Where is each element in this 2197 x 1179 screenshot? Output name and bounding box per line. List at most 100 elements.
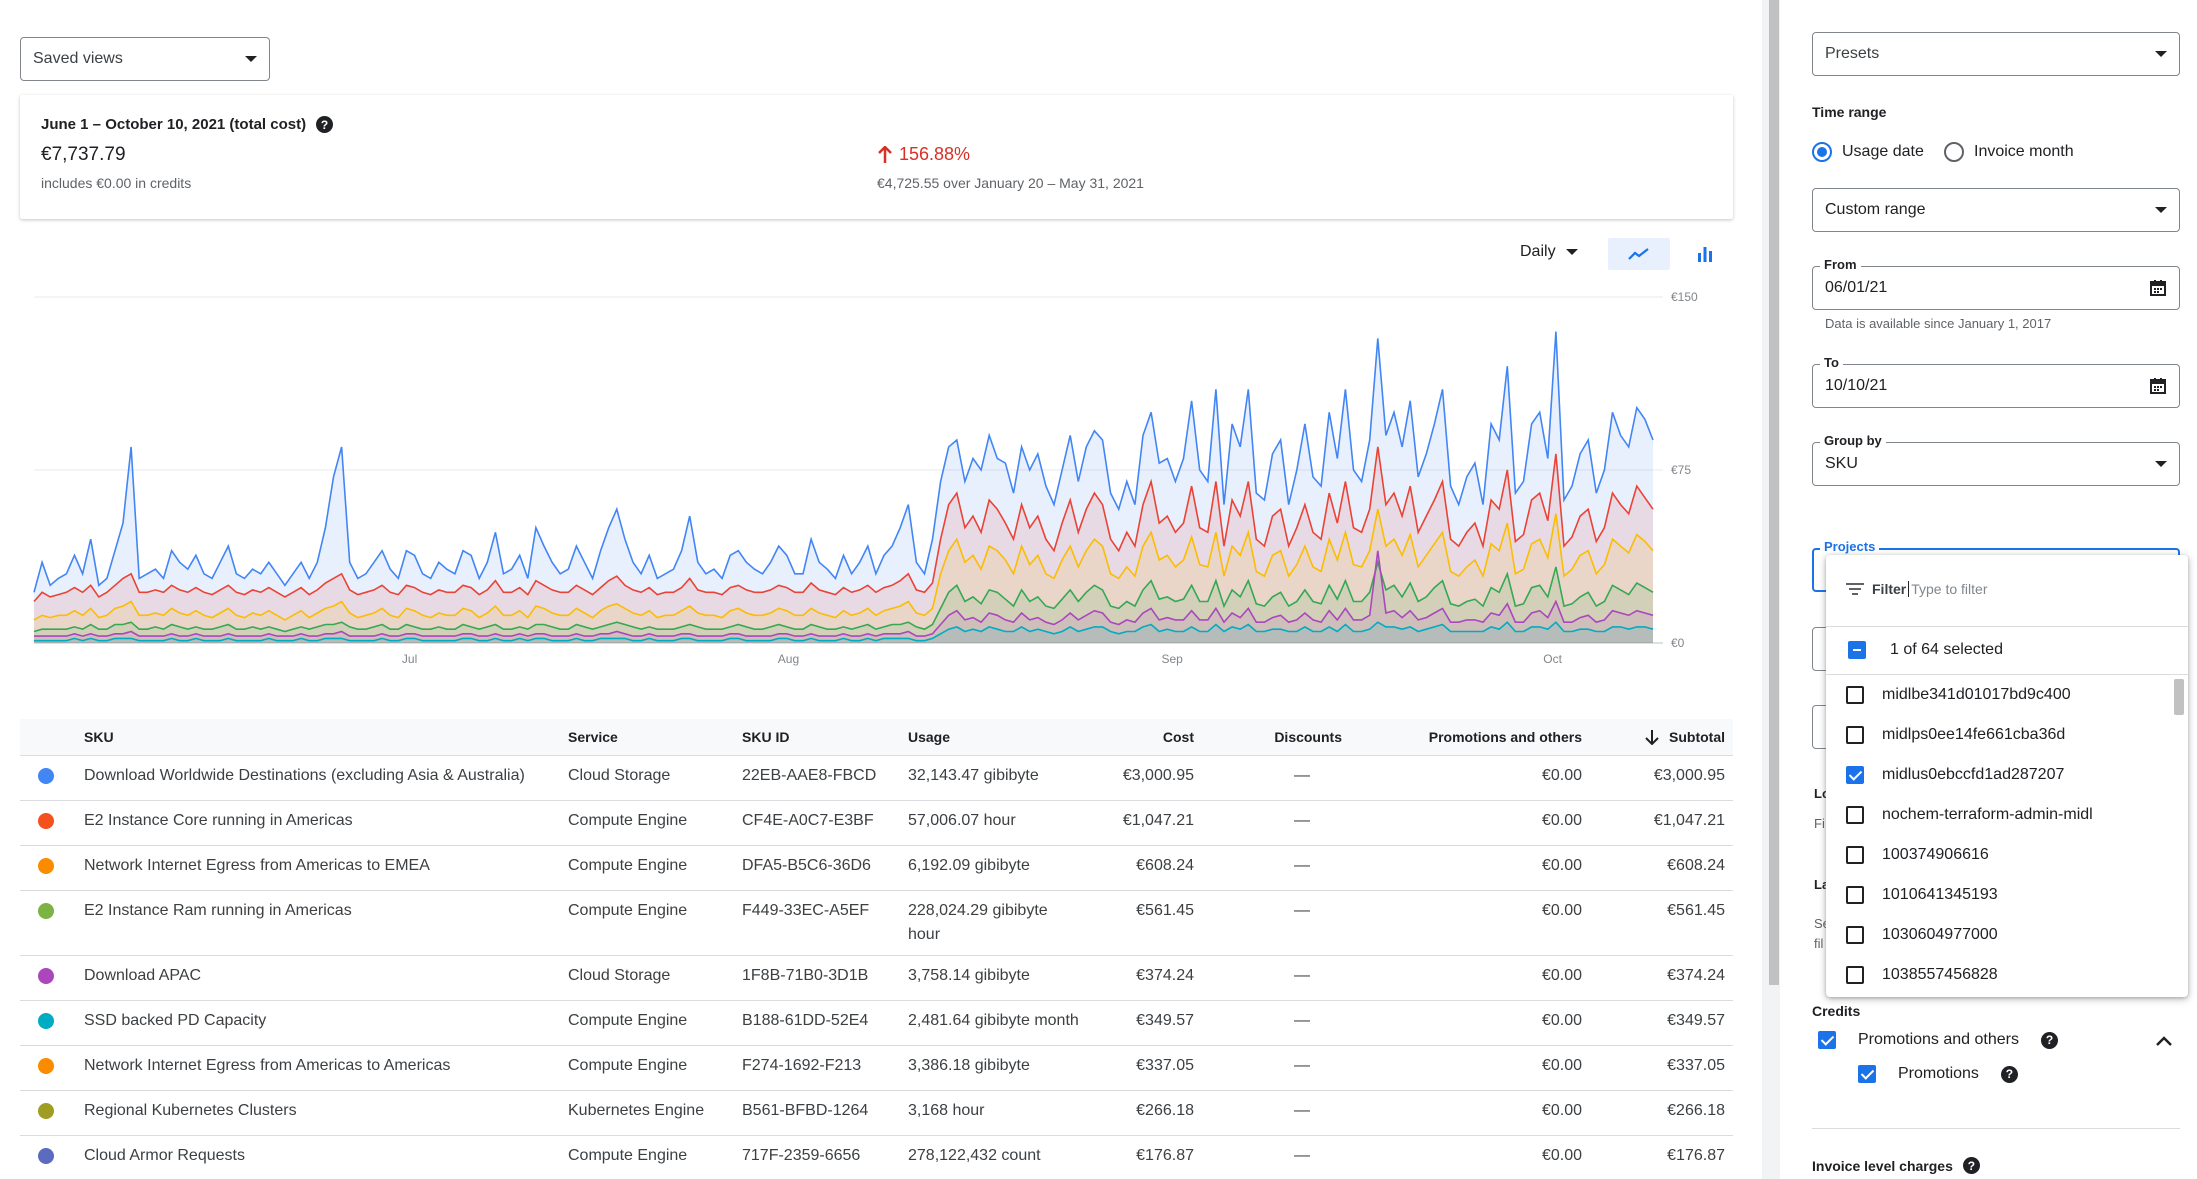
help-icon[interactable]: ? bbox=[2040, 1031, 2058, 1049]
project-list-scrollbar[interactable] bbox=[2174, 679, 2184, 715]
project-name: nochem-terraform-admin-midl bbox=[1882, 806, 2093, 823]
project-option[interactable]: midlus0ebccfd1ad287207 bbox=[1826, 755, 2188, 795]
cost-column-header[interactable]: Cost bbox=[1090, 719, 1202, 756]
sku-cell: Regional Kubernetes Clusters bbox=[76, 1090, 560, 1136]
project-list[interactable]: midlbe341d01017bd9c400 midlps0ee14fe661cb… bbox=[1826, 675, 2188, 995]
service-column-header[interactable]: Service bbox=[560, 719, 734, 756]
sku-cell: Cloud Armor Requests bbox=[76, 1135, 560, 1179]
checkbox-checked-icon bbox=[1846, 766, 1864, 784]
project-name: 100374906616 bbox=[1882, 846, 1989, 863]
table-row[interactable]: Network Internet Egress from Americas to… bbox=[20, 1045, 1733, 1091]
usage-date-radio[interactable]: Usage date bbox=[1812, 142, 1924, 162]
discounts-cell: — bbox=[1202, 1045, 1350, 1091]
service-cell: Compute Engine bbox=[560, 1045, 734, 1091]
partial-label: Se bbox=[1814, 916, 1830, 931]
calendar-icon[interactable] bbox=[2149, 279, 2167, 297]
invoice-month-label: Invoice month bbox=[1974, 143, 2074, 160]
subtotal-column-header[interactable]: Subtotal bbox=[1590, 719, 1733, 756]
from-date-field[interactable]: 06/01/21 bbox=[1812, 266, 2180, 310]
discounts-column-header[interactable]: Discounts bbox=[1202, 719, 1350, 756]
usage-cell: 278,122,432 count bbox=[900, 1135, 1090, 1179]
select-all-checkbox[interactable]: 1 of 64 selected bbox=[1848, 641, 2003, 659]
usage-cell: 228,024.29 gibibyte hour bbox=[900, 890, 1090, 956]
cost-summary-card: June 1 – October 10, 2021 (total cost) ?… bbox=[20, 95, 1733, 219]
sku-id-column-header[interactable]: SKU ID bbox=[734, 719, 900, 756]
help-icon[interactable]: ? bbox=[1962, 1157, 1980, 1174]
total-cost: €7,737.79 bbox=[41, 144, 126, 165]
table-row[interactable]: Network Internet Egress from Americas to… bbox=[20, 845, 1733, 891]
color-cell bbox=[20, 800, 76, 846]
table-row[interactable]: Download Worldwide Destinations (excludi… bbox=[20, 755, 1733, 801]
series-line[interactable] bbox=[33, 559, 1654, 633]
main-scrollbar-thumb[interactable] bbox=[1769, 0, 1779, 985]
table-row[interactable]: Regional Kubernetes Clusters Kubernetes E… bbox=[20, 1090, 1733, 1136]
chevron-up-icon[interactable] bbox=[2155, 1035, 2173, 1047]
invoice-charges-heading: Invoice level charges ? bbox=[1812, 1157, 1980, 1174]
series-line[interactable] bbox=[33, 446, 1654, 603]
service-cell: Compute Engine bbox=[560, 890, 734, 956]
table-row[interactable]: Cloud Armor Requests Compute Engine 717F-2… bbox=[20, 1135, 1733, 1179]
project-option[interactable]: nochem-terraform-admin-midl bbox=[1826, 795, 2188, 835]
range-select-value: Custom range bbox=[1825, 201, 1926, 218]
table-row[interactable]: E2 Instance Core running in Americas Comp… bbox=[20, 800, 1733, 846]
color-cell bbox=[20, 955, 76, 1001]
subtotal-cell: €1,047.21 bbox=[1590, 800, 1733, 846]
series-color-dot bbox=[38, 857, 54, 874]
promotions-column-header[interactable]: Promotions and others bbox=[1350, 719, 1590, 756]
usage-cell: 3,168 hour bbox=[900, 1090, 1090, 1136]
credits-note: includes €0.00 in credits bbox=[41, 175, 192, 191]
presets-select[interactable]: Presets bbox=[1812, 32, 2180, 76]
sku-id-cell: F449-33EC-A5EF bbox=[734, 890, 900, 956]
promotions-others-checkbox[interactable]: Promotions and others ? bbox=[1818, 1031, 2058, 1049]
bar-chart-toggle[interactable] bbox=[1690, 238, 1720, 270]
table-row[interactable]: E2 Instance Ram running in Americas Compu… bbox=[20, 890, 1733, 956]
group-by-select[interactable]: SKU bbox=[1812, 442, 2180, 486]
project-option[interactable]: midlbe341d01017bd9c400 bbox=[1826, 675, 2188, 715]
to-date-field[interactable]: 10/10/21 bbox=[1812, 364, 2180, 408]
series-line[interactable] bbox=[34, 621, 1654, 642]
service-cell: Cloud Storage bbox=[560, 755, 734, 801]
sku-id-cell: B561-BFBD-1264 bbox=[734, 1090, 900, 1136]
cost-cell: €3,000.95 bbox=[1090, 755, 1202, 801]
from-label: From bbox=[1820, 257, 1861, 272]
table-row[interactable]: SSD backed PD Capacity Compute Engine B188… bbox=[20, 1000, 1733, 1046]
comparison-note: €4,725.55 over January 20 – May 31, 2021 bbox=[877, 175, 1144, 191]
subtotal-cell: €374.24 bbox=[1590, 955, 1733, 1001]
project-option[interactable]: 1030604977000 bbox=[1826, 915, 2188, 955]
filter-input[interactable]: Filter Type to filter bbox=[1846, 581, 1988, 597]
series-line[interactable] bbox=[33, 509, 1654, 621]
table-row[interactable]: Download APAC Cloud Storage 1F8B-71B0-3D1B… bbox=[20, 955, 1733, 1001]
time-range-heading: Time range bbox=[1812, 104, 1887, 120]
project-option[interactable]: midlps0ee14fe661cba36d bbox=[1826, 715, 2188, 755]
help-icon[interactable]: ? bbox=[316, 116, 334, 133]
calendar-icon[interactable] bbox=[2149, 377, 2167, 395]
cost-cell: €561.45 bbox=[1090, 890, 1202, 956]
dropdown-caret-icon bbox=[245, 56, 257, 62]
project-option[interactable]: 1010641345193 bbox=[1826, 875, 2188, 915]
promotions-cell: €0.00 bbox=[1350, 1135, 1590, 1179]
subtotal-cell: €337.05 bbox=[1590, 1045, 1733, 1091]
subtotal-cell: €561.45 bbox=[1590, 890, 1733, 956]
project-option[interactable]: 1038557456828 bbox=[1826, 955, 2188, 995]
cost-chart: €150 €75 €0 Jul Aug Sep Oct bbox=[33, 290, 1698, 666]
promotions-others-label: Promotions and others bbox=[1858, 1031, 2019, 1048]
range-select[interactable]: Custom range bbox=[1812, 188, 2180, 232]
color-cell bbox=[20, 1000, 76, 1046]
usage-column-header[interactable]: Usage bbox=[900, 719, 1090, 756]
series-line[interactable] bbox=[33, 331, 1654, 593]
sku-id-cell: F274-1692-F213 bbox=[734, 1045, 900, 1091]
project-name: 1038557456828 bbox=[1882, 966, 1998, 983]
service-cell: Compute Engine bbox=[560, 1000, 734, 1046]
project-option[interactable]: 100374906616 bbox=[1826, 835, 2188, 875]
promotions-cell: €0.00 bbox=[1350, 1000, 1590, 1046]
saved-views-select[interactable]: Saved views bbox=[20, 37, 270, 81]
checkbox-unchecked-icon bbox=[1846, 966, 1864, 984]
line-chart-toggle[interactable] bbox=[1608, 238, 1670, 270]
radio-unselected-icon bbox=[1944, 142, 1964, 162]
sku-column-header[interactable]: SKU bbox=[76, 719, 560, 756]
invoice-month-radio[interactable]: Invoice month bbox=[1944, 142, 2074, 162]
promotions-checkbox[interactable]: Promotions ? bbox=[1858, 1065, 2018, 1083]
series-line[interactable] bbox=[34, 550, 1654, 637]
help-icon[interactable]: ? bbox=[2000, 1065, 2018, 1083]
granularity-select[interactable]: Daily bbox=[1520, 243, 1578, 261]
